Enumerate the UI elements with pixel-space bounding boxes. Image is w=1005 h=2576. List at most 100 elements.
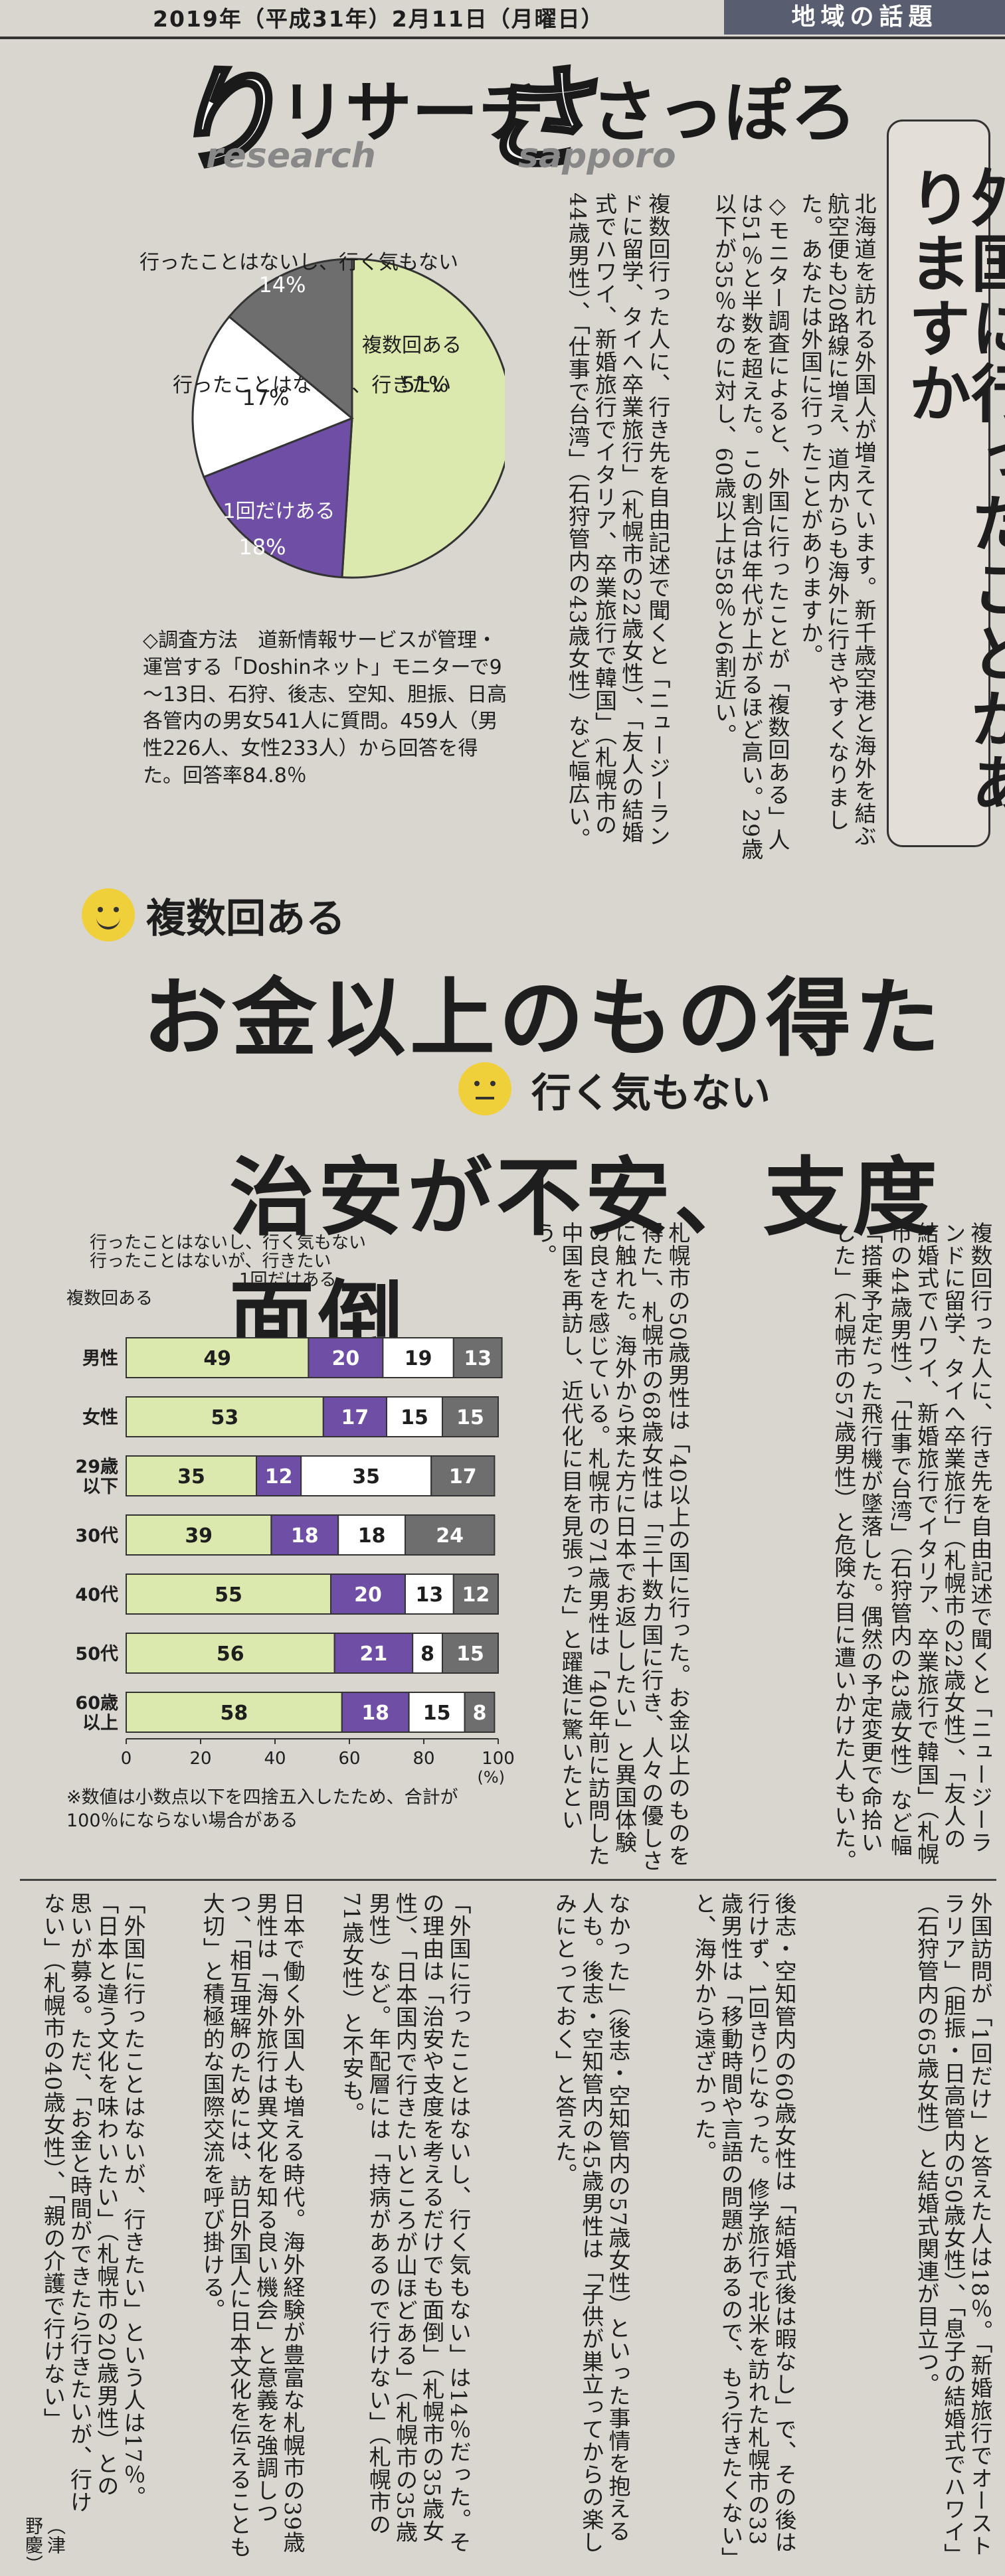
bar-value-label: 18 xyxy=(361,1702,389,1725)
pie-slice xyxy=(202,416,353,579)
bar-segment xyxy=(442,1633,499,1674)
bar-category-label: 以上 xyxy=(82,1713,118,1733)
bar-value-label: 55 xyxy=(215,1583,242,1607)
bar-value-label: 19 xyxy=(405,1347,432,1370)
bar-category-label: 50代 xyxy=(75,1644,118,1664)
bar-segment xyxy=(405,1514,496,1556)
title-frame xyxy=(887,120,990,847)
logo-english-left: research xyxy=(206,136,376,176)
bar-value-label: 15 xyxy=(423,1702,451,1725)
bar-value-label: 17 xyxy=(449,1465,477,1489)
logo-mark-sa: さ xyxy=(476,53,593,186)
x-axis-unit: (%) xyxy=(477,1768,505,1786)
header-rule xyxy=(0,37,1005,39)
bar-category-label: 30代 xyxy=(75,1526,118,1546)
pie-slice-value: 18% xyxy=(238,534,286,560)
bar-value-label: 24 xyxy=(436,1524,464,1548)
bar-value-label: 20 xyxy=(354,1583,382,1607)
pie-slice-value: 14% xyxy=(258,272,306,297)
neutral-face-icon xyxy=(458,1062,511,1115)
pie-chart: 複数回ある51%1回だけある18%行ったことはないが、行きたい17%行ったことは… xyxy=(139,251,505,579)
headline-2: 治安が不安、支度面倒 xyxy=(229,1148,942,1370)
byline: （津野慶） xyxy=(27,2516,66,2569)
bar-value-label: 13 xyxy=(464,1347,492,1370)
x-tick-label: 60 xyxy=(338,1749,360,1769)
bar-segment xyxy=(126,1573,331,1615)
section-badge: 地域の話題 xyxy=(724,0,1005,35)
bar-value-label: 21 xyxy=(360,1643,388,1666)
bar-segment xyxy=(464,1692,496,1733)
bar-value-label: 15 xyxy=(456,1406,484,1429)
bar-value-label: 56 xyxy=(217,1643,244,1666)
bar-segment xyxy=(300,1455,432,1496)
bar-category-label: 男性 xyxy=(82,1348,118,1369)
bar-value-label: 58 xyxy=(221,1702,248,1725)
body-column-6: 札幌市の50歳男性は「40以上の国に行った。お金以上のものを得た」、札幌市の68… xyxy=(538,1222,691,1872)
x-tick-label: 80 xyxy=(412,1749,434,1769)
bar-segment xyxy=(452,1573,499,1615)
body-column-9: なかった」（後志・空知管内の57歳女性）といった事情を抱える人も。後志・空知管内… xyxy=(551,1892,632,2553)
bar-value-label: 13 xyxy=(416,1583,444,1607)
section-divider xyxy=(20,1879,996,1881)
smile-face-icon xyxy=(82,888,135,941)
bar-category-label: 以下 xyxy=(82,1477,118,1497)
bar-value-label: 12 xyxy=(462,1583,490,1607)
body-column-12: 「外国に行ったことはないが、行きたい」という人は17％。「日本と違う文化を味わい… xyxy=(40,1892,146,2514)
bar-chart: 複数回ある 1回だけある行ったことはないが、行きたい行ったことはないし、行く気もな… xyxy=(66,1233,515,1786)
bar-segment xyxy=(452,1337,503,1378)
bar-category-label: 60歳 xyxy=(75,1693,118,1714)
bar-value-label: 18 xyxy=(358,1524,386,1548)
pie-slice-label: 1回だけある xyxy=(223,500,335,523)
pie-slice-value: 17% xyxy=(242,385,289,410)
logo-title-right: さっぽろ xyxy=(591,74,857,151)
body-column-10: 「外国に行ったことはないし、行く気もない」は14％だった。その理由は「治安や支度… xyxy=(339,1892,472,2553)
headline-1-sub: 複数回ある xyxy=(146,896,345,942)
bar-segment xyxy=(405,1573,454,1615)
body-column-3: 複数回行った人に、行き先を自由記述で聞くと「ニュージーランドに留学、タイへ卒業旅… xyxy=(565,193,671,850)
bar-category-label: 40代 xyxy=(75,1585,118,1605)
bar-value-label: 53 xyxy=(211,1406,239,1429)
x-tick-label: 100 xyxy=(482,1749,515,1769)
bar-segment xyxy=(126,1633,335,1674)
article-title: 外国に行ったことがありますか xyxy=(903,166,1005,817)
bar-value-label: 12 xyxy=(265,1465,293,1489)
body-column-11: 日本で働く外国人も増える時代。海外経験が豊富な札幌市の39歳男性は「海外旅行は異… xyxy=(199,1892,306,2559)
pie-slice-label: 複数回ある xyxy=(362,334,462,357)
bar-value-label: 15 xyxy=(456,1643,484,1666)
bar-value-label: 20 xyxy=(332,1347,360,1370)
body-column-2: ◇モニター調査によると、外国に行ったことが「複数回ある」人は51％と半数を超えた… xyxy=(711,193,791,860)
bar-value-label: 35 xyxy=(177,1465,205,1489)
logo-title-left: リサーチ xyxy=(279,74,545,151)
logo-english-right: sapporo xyxy=(518,136,676,176)
bar-value-label: 8 xyxy=(420,1643,434,1666)
bar-value-label: 8 xyxy=(473,1702,487,1725)
body-column-4: 複数回行った人に、行き先を自由記述で聞くと「ニュージーランドに留学、タイへ卒業旅… xyxy=(887,1222,993,1866)
headline-2-sub: 行く気もない xyxy=(531,1070,771,1117)
issue-date: 2019年（平成31年）2月11日（月曜日） xyxy=(153,6,604,32)
bar-segment xyxy=(430,1455,496,1496)
bar-segment xyxy=(408,1692,466,1733)
pie-slice-label: 行ったことはないし、行く気もない xyxy=(139,251,458,274)
bar-value-label: 15 xyxy=(401,1406,428,1429)
bar-category-label: 29歳 xyxy=(75,1457,118,1477)
bar-category-label: 女性 xyxy=(82,1407,118,1428)
x-tick-label: 20 xyxy=(189,1749,211,1769)
bar-segment xyxy=(270,1514,339,1556)
bar-legend-label: 1回だけある xyxy=(239,1270,337,1290)
bar-value-label: 49 xyxy=(203,1347,231,1370)
bar-legend-label: 行ったことはないし、行く気もない xyxy=(90,1233,366,1253)
pie-slice-value: 51% xyxy=(401,372,448,397)
bar-value-label: 35 xyxy=(352,1465,380,1489)
bar-segment xyxy=(126,1692,343,1733)
bar-legend-label: 複数回ある xyxy=(66,1289,153,1309)
x-tick-label: 40 xyxy=(264,1749,286,1769)
logo-mark-ri: り xyxy=(164,53,281,186)
chart-note: ※数値は小数点以下を四捨五入したため、合計が100％にならない場合がある xyxy=(66,1787,458,1832)
body-column-7: 外国訪問が「1回だけ」と答えた人は18％。「新婚旅行でオーストラリア」（胆振・日… xyxy=(913,1892,994,2557)
bar-value-label: 39 xyxy=(185,1524,213,1548)
survey-method: ◇調査方法 道新情報サービスが管理・運営する「Doshinネット」モニターで9～… xyxy=(143,629,507,787)
bar-segment xyxy=(337,1514,407,1556)
bar-value-label: 18 xyxy=(291,1524,319,1548)
bar-legend-label: 行ったことはないが、行きたい xyxy=(90,1251,331,1271)
bar-segment xyxy=(126,1337,310,1378)
